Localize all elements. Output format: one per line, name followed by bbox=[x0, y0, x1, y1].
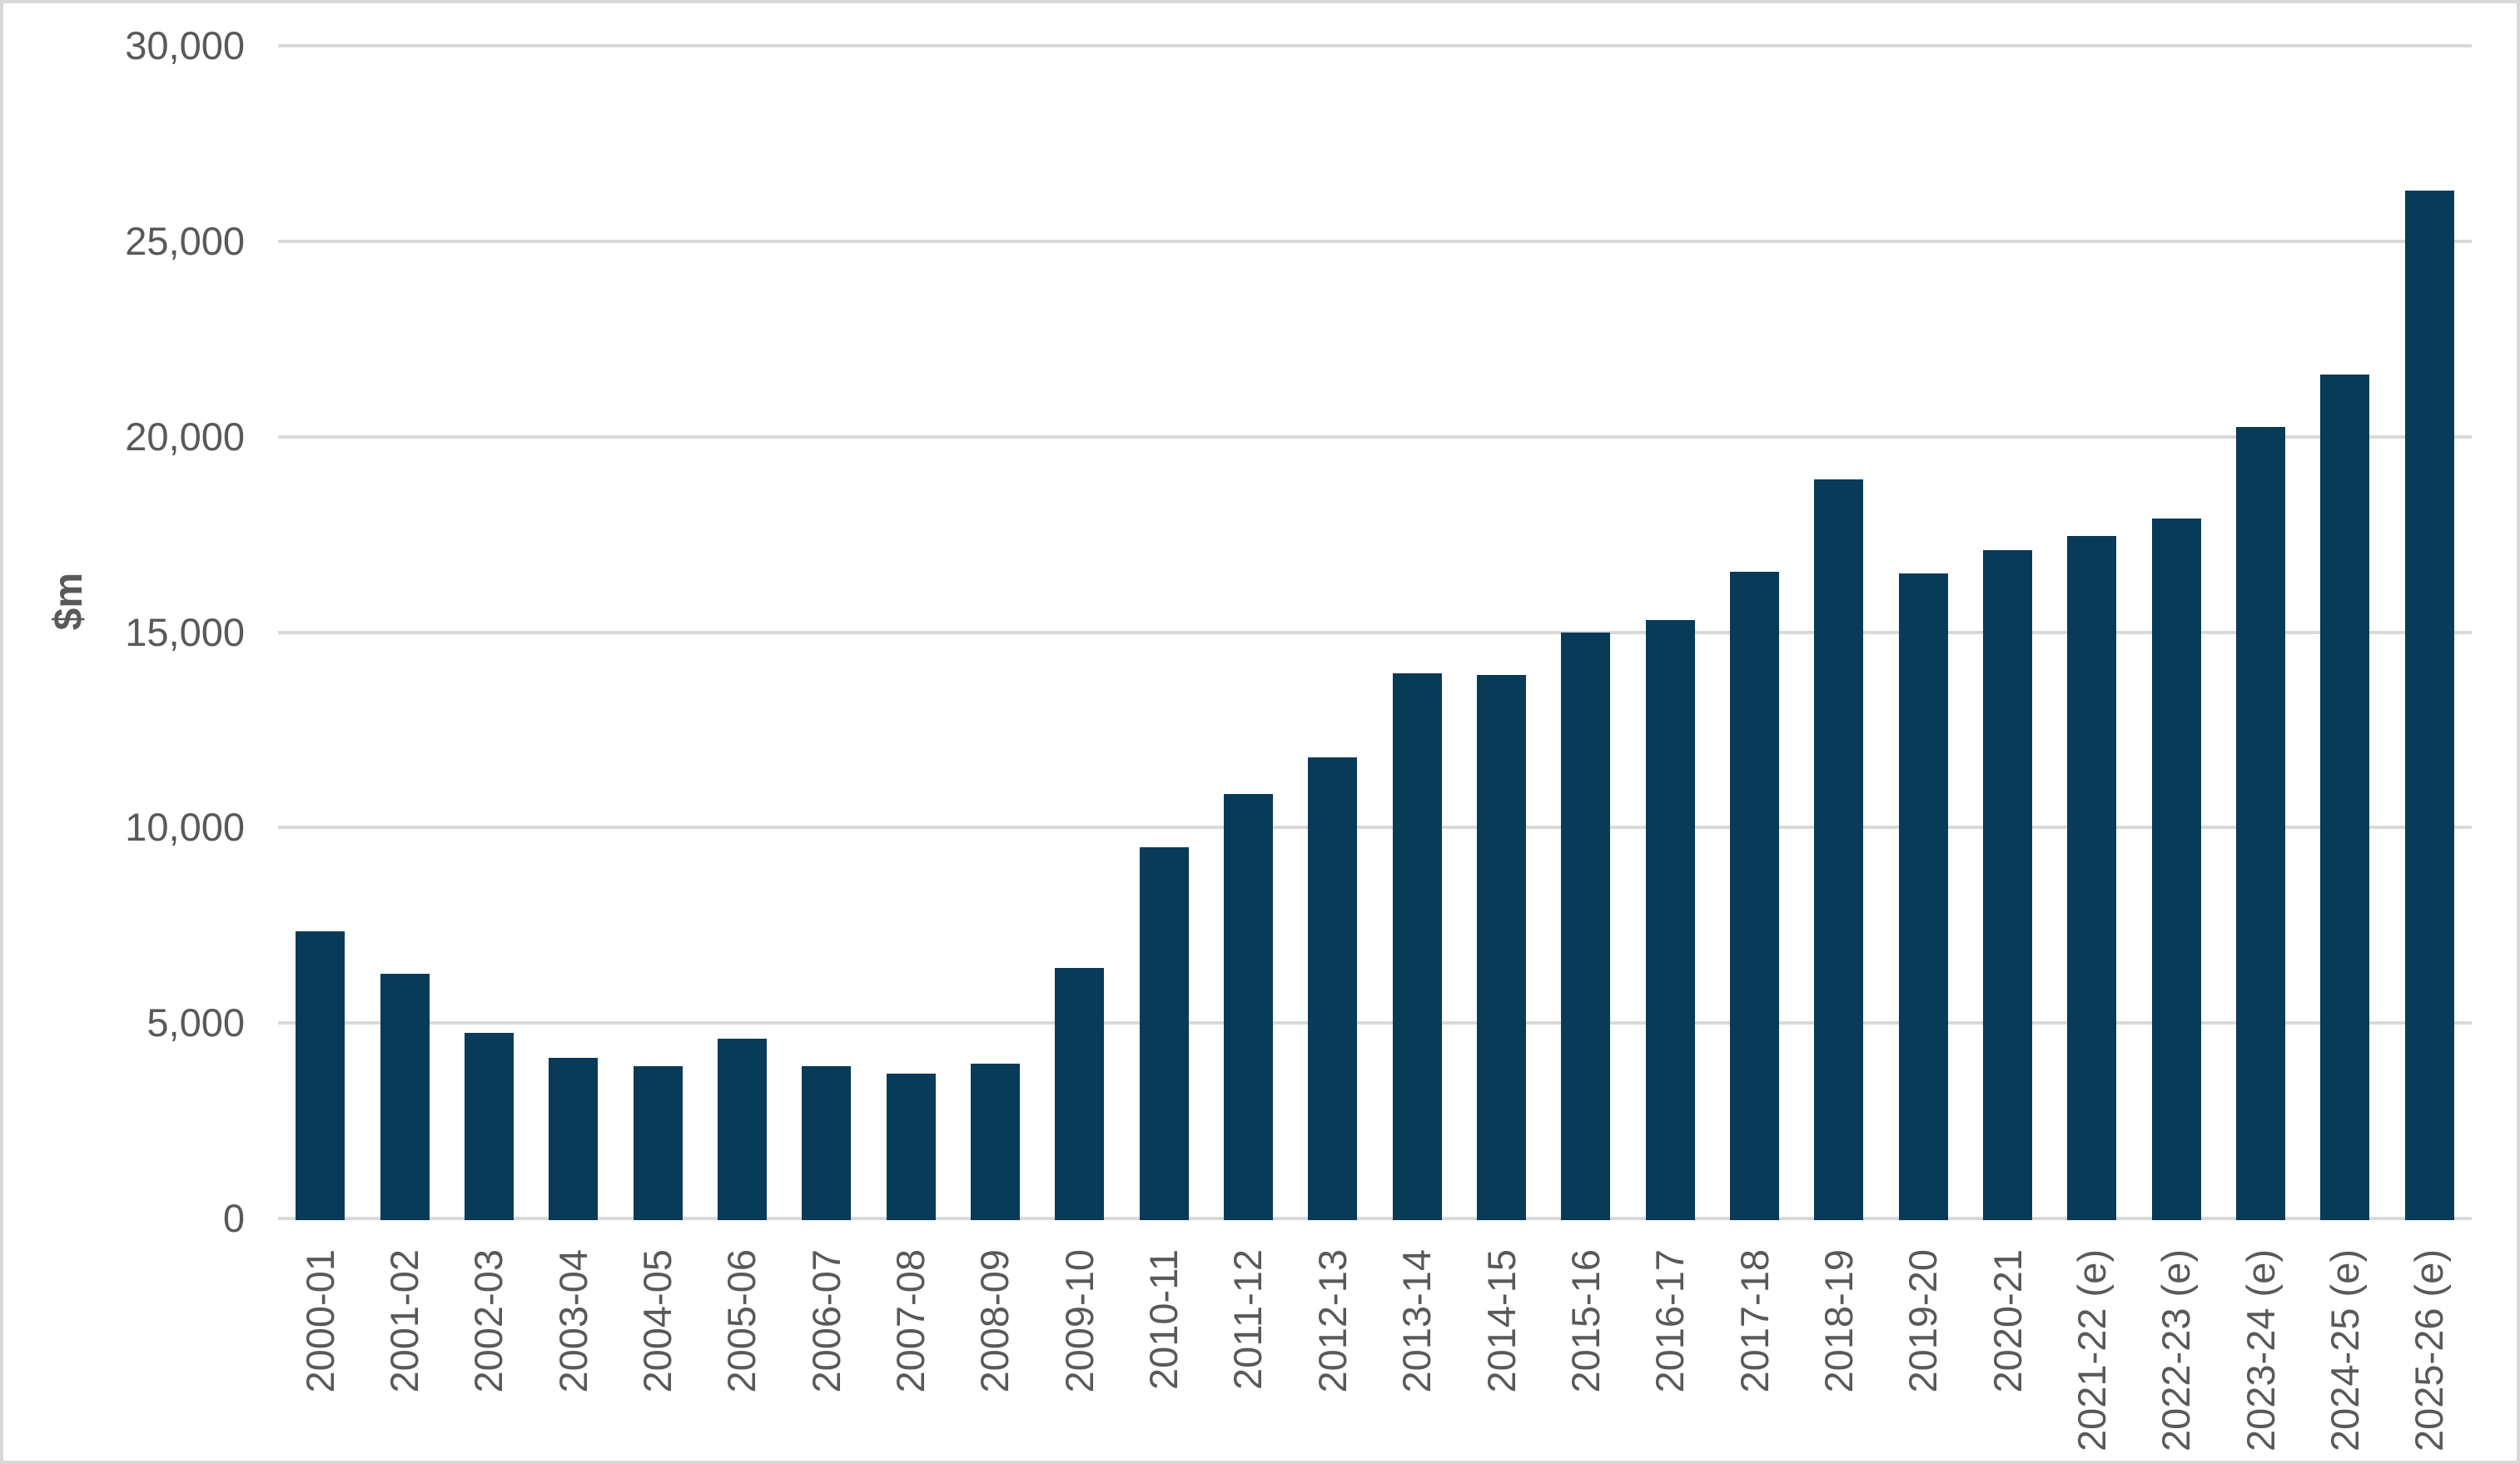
x-tick-label-2002-03: 2002-03 bbox=[466, 1249, 511, 1393]
y-tick-label-5000: 5,000 bbox=[147, 1000, 245, 1045]
x-tick-label-2012-13: 2012-13 bbox=[1310, 1249, 1354, 1393]
y-axis-tick-labels: 0 5,000 10,000 15,000 20,000 25,000 30,000 bbox=[3, 3, 2517, 1461]
y-axis-title: $m bbox=[47, 573, 91, 631]
x-tick-label-2008-09: 2008-09 bbox=[972, 1249, 1017, 1393]
x-tick-label-2010-11: 2010-11 bbox=[1141, 1249, 1186, 1390]
bar-2008-09 bbox=[970, 1064, 1020, 1220]
y-tick-label-25000: 25,000 bbox=[125, 218, 245, 263]
bar-2021-22 bbox=[2067, 536, 2117, 1220]
x-tick-label-2025-26: 2025-26 (e) bbox=[2407, 1249, 2452, 1452]
x-tick-label-2004-05: 2004-05 bbox=[635, 1249, 680, 1393]
bar-2005-06 bbox=[717, 1038, 767, 1220]
gridline-25000 bbox=[278, 239, 2472, 243]
bar-2022-23 bbox=[2151, 519, 2201, 1220]
bar-2003-04 bbox=[549, 1058, 599, 1220]
bar-2009-10 bbox=[1055, 968, 1105, 1220]
bars-layer bbox=[3, 3, 2517, 1461]
x-tick-label-2005-06: 2005-06 bbox=[719, 1249, 764, 1393]
bar-2012-13 bbox=[1308, 757, 1358, 1220]
bar-2010-11 bbox=[1139, 846, 1189, 1220]
x-tick-label-2014-15: 2014-15 bbox=[1479, 1249, 1523, 1393]
bar-2001-02 bbox=[380, 974, 430, 1220]
gridlines-layer bbox=[3, 3, 2517, 1461]
gridline-0 bbox=[278, 1217, 2472, 1220]
x-tick-label-2023-24: 2023-24 (e) bbox=[2238, 1249, 2283, 1452]
x-tick-label-2001-02: 2001-02 bbox=[382, 1249, 427, 1393]
bar-2000-01 bbox=[296, 931, 345, 1220]
gridline-30000 bbox=[278, 44, 2472, 47]
y-tick-label-30000: 30,000 bbox=[125, 23, 245, 67]
bar-2004-05 bbox=[633, 1065, 683, 1220]
bar-2006-07 bbox=[802, 1065, 852, 1220]
x-tick-label-2021-22: 2021-22 (e) bbox=[2069, 1249, 2114, 1452]
bar-2007-08 bbox=[886, 1074, 936, 1220]
x-tick-label-2015-16: 2015-16 bbox=[1563, 1249, 1608, 1393]
bar-2020-21 bbox=[1983, 549, 2033, 1220]
bar-2023-24 bbox=[2236, 426, 2286, 1220]
x-tick-label-2020-21: 2020-21 bbox=[1985, 1249, 2030, 1393]
bar-2025-26 bbox=[2404, 190, 2454, 1220]
x-tick-label-2011-12: 2011-12 bbox=[1225, 1249, 1270, 1390]
x-tick-label-2019-20: 2019-20 bbox=[1901, 1249, 1946, 1393]
x-tick-label-2013-14: 2013-14 bbox=[1394, 1249, 1439, 1393]
x-tick-label-2006-07: 2006-07 bbox=[803, 1249, 848, 1393]
x-tick-label-2017-18: 2017-18 bbox=[1732, 1249, 1777, 1393]
x-axis-tick-labels: 2000-01 2001-02 2002-03 2003-04 2004-05 2005-… bbox=[3, 3, 2517, 1461]
gridline-5000 bbox=[278, 1021, 2472, 1025]
y-tick-label-15000: 15,000 bbox=[125, 609, 245, 654]
bar-2016-17 bbox=[1645, 620, 1695, 1220]
x-tick-label-2007-08: 2007-08 bbox=[888, 1249, 933, 1393]
gridline-10000 bbox=[278, 826, 2472, 830]
bar-2011-12 bbox=[1223, 794, 1273, 1220]
y-tick-label-20000: 20,000 bbox=[125, 414, 245, 459]
bar-2002-03 bbox=[464, 1032, 514, 1220]
bar-2013-14 bbox=[1392, 672, 1442, 1220]
bar-2017-18 bbox=[1730, 571, 1780, 1220]
x-tick-label-2024-25: 2024-25 (e) bbox=[2322, 1249, 2367, 1452]
x-tick-label-2009-10: 2009-10 bbox=[1056, 1249, 1101, 1393]
gridline-15000 bbox=[278, 630, 2472, 634]
y-tick-label-0: 0 bbox=[222, 1196, 245, 1240]
x-tick-label-2018-19: 2018-19 bbox=[1816, 1249, 1861, 1393]
x-tick-label-2003-04: 2003-04 bbox=[550, 1249, 595, 1393]
bar-2018-19 bbox=[1814, 479, 1864, 1220]
y-tick-label-10000: 10,000 bbox=[125, 805, 245, 850]
gridline-20000 bbox=[278, 434, 2472, 439]
x-tick-label-2022-23: 2022-23 (e) bbox=[2154, 1249, 2199, 1452]
bar-2019-20 bbox=[1898, 573, 1948, 1220]
bar-2024-25 bbox=[2320, 374, 2370, 1220]
bar-2014-15 bbox=[1477, 675, 1527, 1220]
x-tick-label-2016-17: 2016-17 bbox=[1648, 1249, 1692, 1393]
x-tick-label-2000-01: 2000-01 bbox=[297, 1249, 342, 1393]
bar-2015-16 bbox=[1561, 632, 1611, 1220]
